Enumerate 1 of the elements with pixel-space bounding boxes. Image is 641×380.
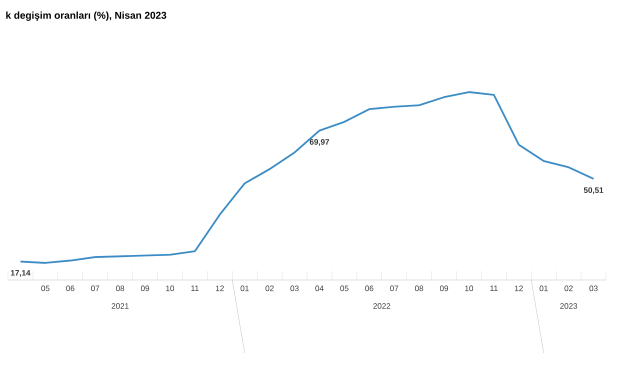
chart-title: k degişim oranları (%), Nisan 2023 [6,12,166,21]
